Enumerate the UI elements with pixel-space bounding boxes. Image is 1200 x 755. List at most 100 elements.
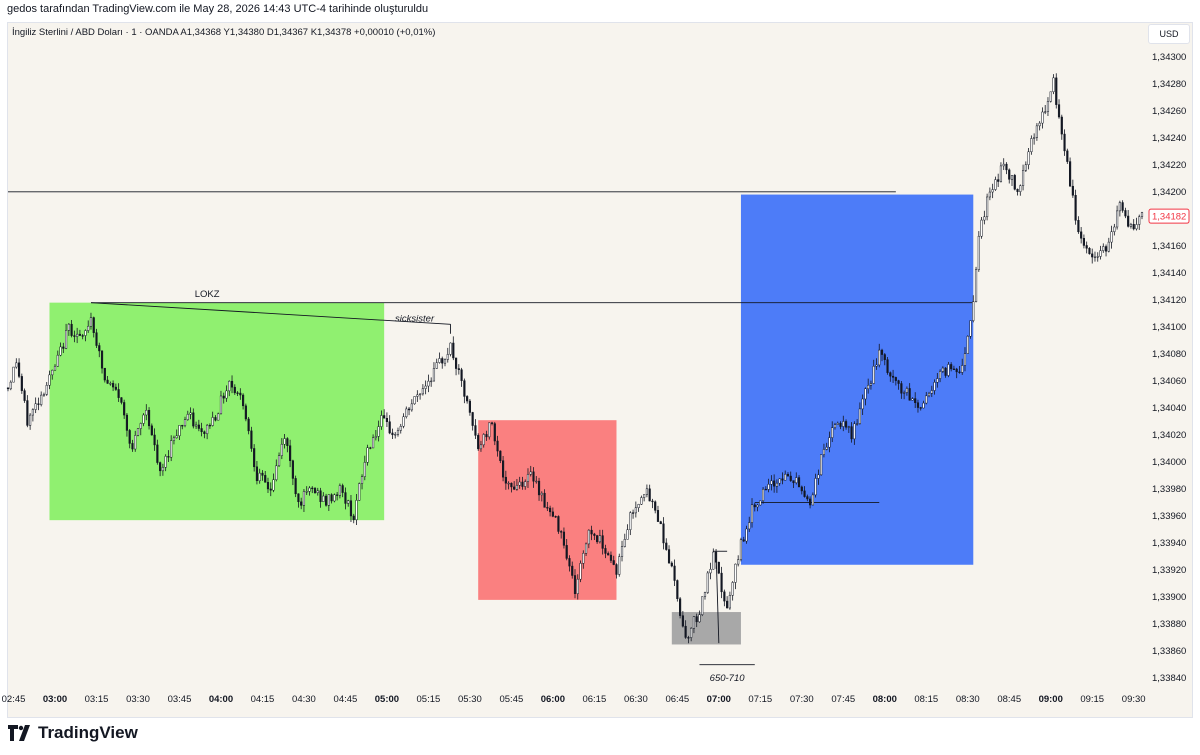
time-tick-label: 09:15 bbox=[1080, 694, 1104, 705]
price-tick-label: 1,34300 bbox=[1152, 52, 1186, 63]
time-tick-label: 06:00 bbox=[541, 694, 565, 705]
candle-body bbox=[875, 364, 878, 367]
candle-body bbox=[753, 504, 756, 508]
candle-body bbox=[620, 546, 624, 557]
candle-body bbox=[1080, 231, 1083, 239]
candle-body bbox=[1093, 256, 1097, 258]
candle-body bbox=[797, 477, 801, 488]
candle-body bbox=[45, 385, 48, 395]
candle-body bbox=[435, 362, 438, 369]
candle-body bbox=[20, 376, 23, 391]
candle-body bbox=[673, 565, 676, 581]
candle-body bbox=[706, 572, 709, 593]
candle-body bbox=[867, 385, 870, 389]
candle-body bbox=[679, 598, 682, 616]
time-tick-label: 04:45 bbox=[334, 694, 358, 705]
price-tick-label: 1,33880 bbox=[1152, 619, 1186, 630]
candle-body bbox=[457, 368, 460, 370]
candle-body bbox=[806, 496, 809, 500]
candle-body bbox=[698, 614, 701, 623]
candle-body bbox=[750, 504, 754, 523]
candle-body bbox=[289, 445, 292, 461]
candle-body bbox=[247, 418, 250, 432]
candle-body bbox=[961, 365, 964, 373]
time-tick-label: 03:45 bbox=[168, 694, 192, 705]
candle-body bbox=[789, 475, 792, 481]
candle-body bbox=[626, 529, 629, 540]
candle-body bbox=[120, 397, 123, 403]
candle-body bbox=[402, 416, 405, 427]
time-tick-label: 07:00 bbox=[707, 694, 731, 705]
candle-body bbox=[571, 565, 574, 576]
candle-body bbox=[952, 368, 956, 370]
candle-body bbox=[632, 512, 635, 514]
candle-body bbox=[800, 486, 803, 492]
candle-body bbox=[714, 551, 718, 563]
candle-body bbox=[322, 495, 325, 502]
candle-body bbox=[897, 380, 900, 384]
candle-body bbox=[847, 426, 850, 428]
drawing-lines-layer bbox=[8, 191, 974, 666]
candle-body bbox=[864, 388, 867, 400]
green-zone bbox=[49, 302, 385, 521]
candle-body bbox=[15, 362, 18, 368]
candle-body bbox=[222, 395, 225, 399]
candle-body bbox=[360, 476, 364, 484]
candle-body bbox=[37, 403, 40, 405]
price-tick-label: 1,34100 bbox=[1152, 322, 1186, 333]
candle-body bbox=[230, 380, 234, 388]
symbol-info-legend[interactable]: İngiliz Sterlini / ABD Doları · 1 · OAND… bbox=[12, 27, 436, 38]
candle-body bbox=[1066, 150, 1069, 162]
currency-button[interactable]: USD bbox=[1148, 24, 1190, 44]
price-tick-label: 1,34040 bbox=[1152, 403, 1186, 414]
candle-body bbox=[383, 415, 386, 419]
candle-body bbox=[407, 408, 411, 411]
candle-body bbox=[413, 396, 416, 405]
time-tick-label: 02:45 bbox=[2, 694, 26, 705]
candle-body bbox=[1016, 188, 1019, 192]
price-tick-label: 1,33860 bbox=[1152, 646, 1186, 657]
candle-body bbox=[529, 471, 532, 475]
candle-body bbox=[557, 516, 560, 532]
candle-body bbox=[1046, 101, 1050, 112]
candle-body bbox=[454, 357, 458, 369]
candle-body bbox=[670, 562, 673, 567]
time-tick-label: 05:30 bbox=[458, 694, 482, 705]
candle-body bbox=[490, 422, 494, 424]
candle-body bbox=[1063, 133, 1066, 152]
candle-body bbox=[598, 535, 601, 543]
candle-body bbox=[236, 392, 239, 394]
candle-body bbox=[941, 367, 944, 372]
candle-body bbox=[939, 371, 942, 379]
price-axis: 1,34300 1,34280 1,34260 1,34240 1,34220 1,342… bbox=[1148, 52, 1190, 684]
candle-body bbox=[745, 528, 748, 542]
candle-body bbox=[1041, 111, 1044, 124]
time-tick-label: 04:00 bbox=[209, 694, 233, 705]
candle-body bbox=[601, 535, 604, 549]
candle-body bbox=[159, 462, 162, 472]
candle-body bbox=[728, 595, 731, 609]
candle-body bbox=[1010, 175, 1014, 180]
candle-body bbox=[684, 625, 687, 638]
time-tick-label: 03:30 bbox=[126, 694, 150, 705]
candle-body bbox=[640, 497, 643, 505]
price-tick-label: 1,34000 bbox=[1152, 457, 1186, 468]
candle-body bbox=[1035, 125, 1038, 138]
candle-body bbox=[908, 388, 911, 401]
candle-body bbox=[562, 531, 566, 546]
chart-watermark-header: gedos tarafından TradingView.com ile May… bbox=[7, 3, 429, 15]
candle-body bbox=[391, 432, 394, 436]
candle-body bbox=[524, 481, 527, 487]
price-tick-label: 1,33980 bbox=[1152, 484, 1186, 495]
candle-body bbox=[886, 359, 889, 373]
candle-body bbox=[9, 381, 12, 390]
candle-body bbox=[366, 447, 369, 463]
candle-body bbox=[344, 492, 347, 504]
candle-body bbox=[947, 364, 950, 376]
candle-body bbox=[150, 425, 153, 436]
candle-body bbox=[629, 512, 632, 530]
candle-body bbox=[280, 443, 283, 456]
candle-body bbox=[903, 392, 906, 394]
candle-body bbox=[1008, 169, 1011, 180]
